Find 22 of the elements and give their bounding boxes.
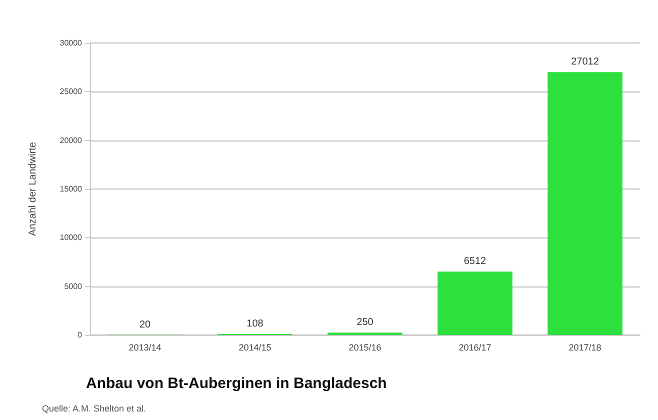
- x-tick-label: 2016/17: [458, 342, 492, 352]
- y-tick-label: 20000: [60, 136, 83, 145]
- x-tick-label: 2013/14: [128, 342, 162, 352]
- y-tick-label: 5000: [64, 282, 83, 291]
- bar: [438, 272, 512, 335]
- y-tick-label: 25000: [60, 87, 83, 96]
- y-tick-label: 10000: [60, 233, 83, 242]
- x-tick-label: 2017/18: [568, 342, 602, 352]
- y-tick-label: 30000: [60, 38, 83, 48]
- data-label: 20: [139, 319, 151, 330]
- y-tick-label: 0: [78, 330, 83, 340]
- data-label: 6512: [464, 256, 487, 268]
- x-tick-label: 2015/16: [348, 342, 382, 352]
- source-note: Quelle: A.M. Shelton et al.: [42, 404, 146, 414]
- data-label: 108: [246, 318, 264, 330]
- bar: [548, 72, 622, 335]
- data-label: 27012: [571, 56, 600, 68]
- text: Anbau von Bt-Auberginen in Bangladesch: [86, 375, 387, 392]
- data-label: 250: [356, 317, 374, 328]
- y-tick-label: 15000: [60, 184, 83, 194]
- y-axis-title: Anzahl der Landwirte: [28, 142, 38, 236]
- x-tick-label: 2014/15: [238, 342, 272, 352]
